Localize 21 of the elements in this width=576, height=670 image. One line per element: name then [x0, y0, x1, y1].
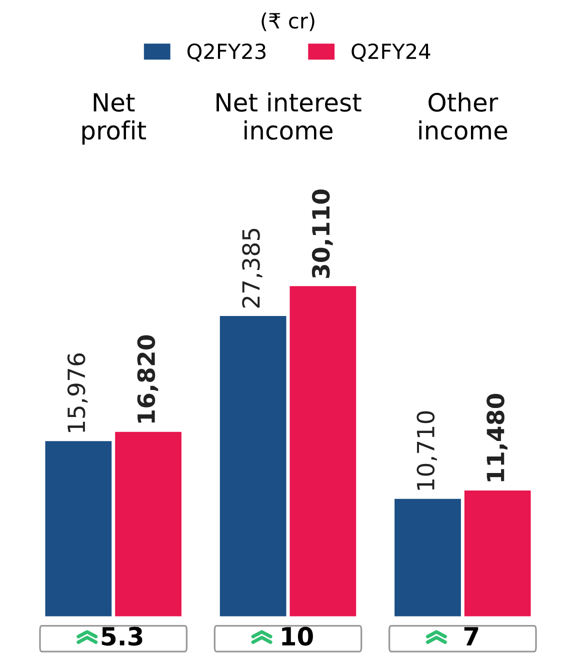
- legend-label: Q2FY23: [187, 43, 266, 62]
- x-tick-label: Net profit: [82, 93, 146, 145]
- bar: [220, 316, 286, 616]
- bar: [115, 432, 182, 616]
- bar: [464, 490, 531, 616]
- text: 7: [464, 627, 478, 646]
- x-tick-label: Net interest income: [216, 92, 362, 140]
- legend-label: Q2FY24: [352, 43, 430, 62]
- x-tick-label: Other income: [419, 92, 508, 140]
- bar: [45, 441, 112, 616]
- legend-title: (₹ cr): [262, 12, 314, 32]
- data-label: 15,976: [67, 353, 88, 432]
- bar: [290, 286, 356, 616]
- data-label: 11,480: [486, 394, 508, 482]
- data-label: 10,710: [416, 411, 437, 490]
- data-label: 27,385: [242, 228, 262, 308]
- text: 5.3: [102, 626, 142, 646]
- data-label: 16,820: [137, 335, 158, 423]
- text: 10: [282, 626, 313, 646]
- data-label: 30,110: [312, 190, 333, 278]
- bar: [394, 498, 461, 616]
